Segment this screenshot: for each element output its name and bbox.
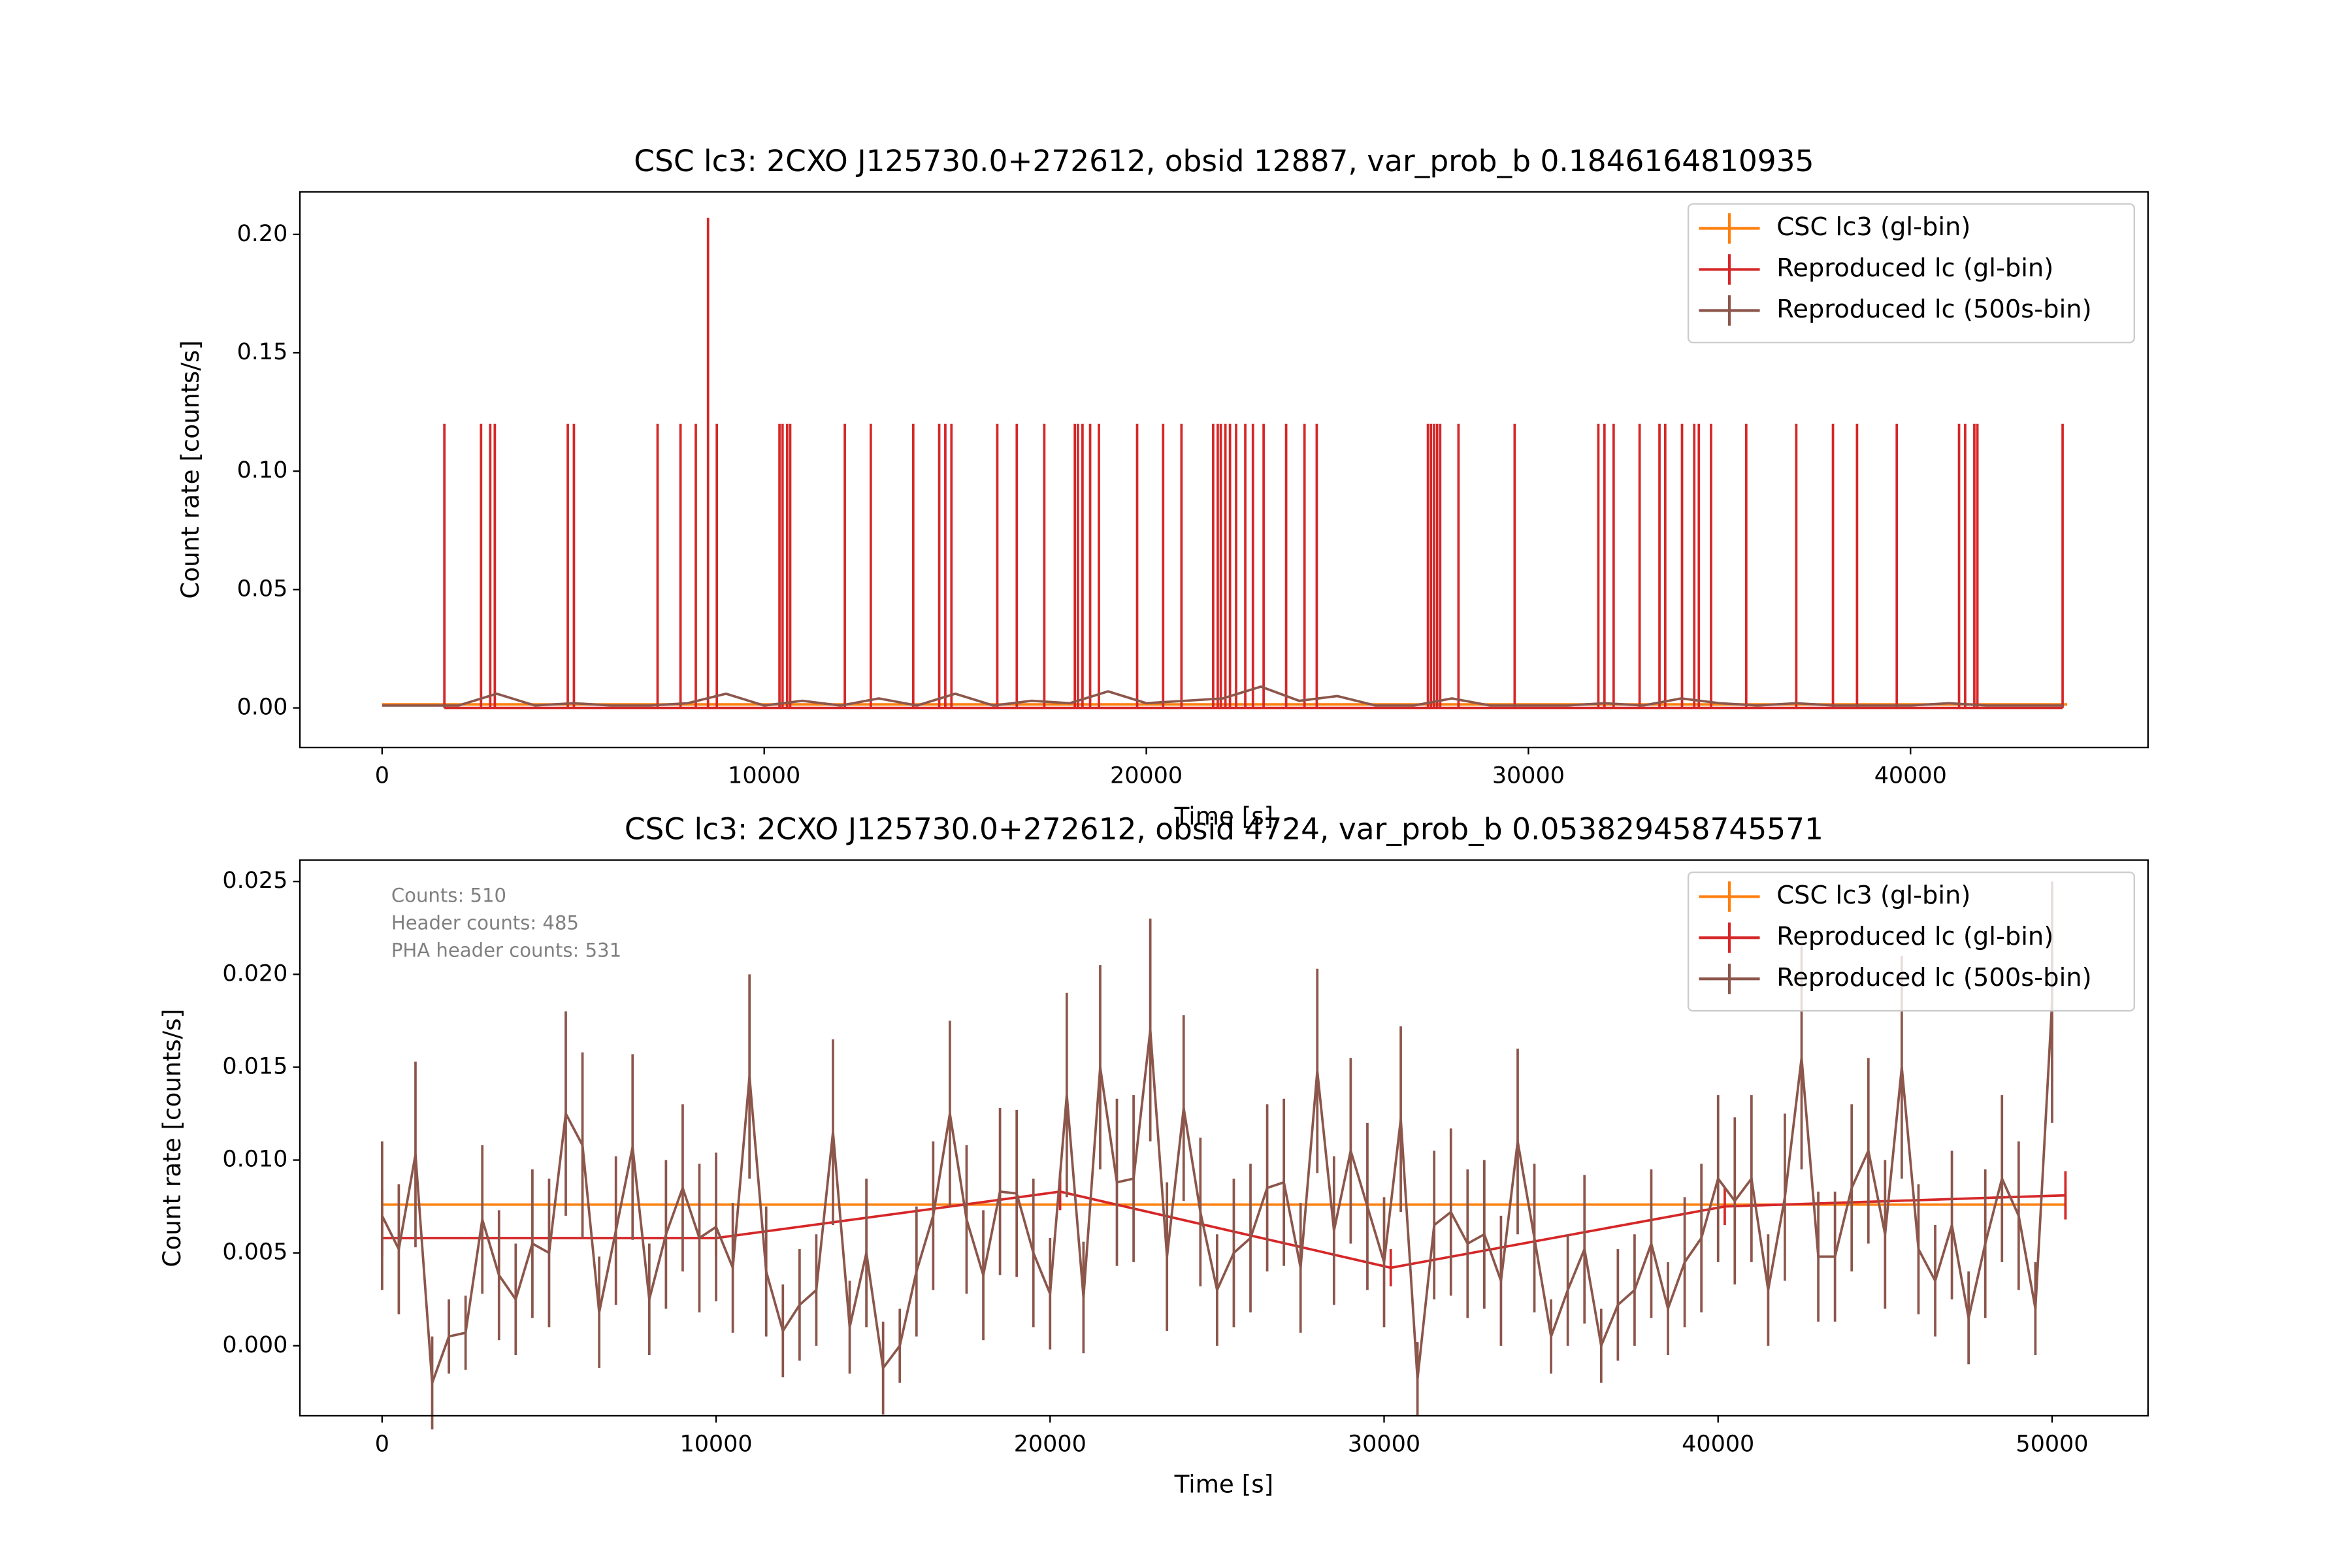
legend-box xyxy=(1687,871,2135,1012)
x-axis-label: Time [s] xyxy=(1174,1470,1274,1499)
x-tick-label: 20000 xyxy=(1110,762,1183,789)
legend-box xyxy=(1687,203,2135,344)
x-tick-label: 20000 xyxy=(1014,1431,1086,1457)
y-tick-label: 0.10 xyxy=(237,457,288,483)
legend-label: Reproduced lc (gl-bin) xyxy=(1776,253,2053,283)
annotation: Header counts: 485 xyxy=(391,911,579,934)
x-tick-label: 0 xyxy=(375,762,389,789)
plot-frame xyxy=(299,859,2149,1417)
y-tick-label: 0.015 xyxy=(222,1053,287,1079)
x-tick-label: 30000 xyxy=(1492,762,1565,789)
y-tick-label: 0.15 xyxy=(237,339,288,365)
y-tick-label: 0.20 xyxy=(237,221,288,247)
series-line xyxy=(382,1190,2066,1269)
y-tick-label: 0.025 xyxy=(222,868,287,894)
legend-label: Reproduced lc (gl-bin) xyxy=(1776,922,2053,951)
legend: CSC lc3 (gl-bin) Reproduced lc (gl-bin) Re… xyxy=(1687,203,2135,344)
y-tick-label: 0.00 xyxy=(237,694,288,721)
axes: 0 10000 20000 30000 40000 50000 0.000 0.005 0.01… xyxy=(222,859,2149,1457)
legend-label: CSC lc3 (gl-bin) xyxy=(1776,212,1970,242)
x-tick-label: 0 xyxy=(375,1431,389,1457)
y-tick-label: 0.05 xyxy=(237,576,288,602)
x-tick-label: 40000 xyxy=(1874,762,1947,789)
series-line xyxy=(382,685,2064,707)
annotation: PHA header counts: 531 xyxy=(391,939,621,961)
x-tick-label: 30000 xyxy=(1348,1431,1420,1457)
x-tick-label: 50000 xyxy=(2016,1431,2088,1457)
y-tick-label: 0.005 xyxy=(222,1239,287,1266)
chart-title: CSC lc3: 2CXO J125730.0+272612, obsid 47… xyxy=(625,812,1823,847)
legend-label: Reproduced lc (500s-bin) xyxy=(1776,295,2091,324)
x-axis-label: Time [s] xyxy=(1174,802,1274,830)
plot-frame xyxy=(299,191,2149,749)
y-axis-label: Count rate [counts/s] xyxy=(176,340,204,599)
y-tick-label: 0.020 xyxy=(222,960,287,987)
legend-label: CSC lc3 (gl-bin) xyxy=(1776,881,1970,910)
y-tick-label: 0.000 xyxy=(222,1332,287,1358)
y-tick-label: 0.010 xyxy=(222,1147,287,1173)
x-tick-label: 10000 xyxy=(679,1431,752,1457)
legend: CSC lc3 (gl-bin) Reproduced lc (gl-bin) Re… xyxy=(1687,871,2135,1012)
x-tick-label: 10000 xyxy=(728,762,800,789)
axes: 0 10000 20000 30000 40000 0.00 0.05 0.10 0.15 0.2… xyxy=(237,191,2149,789)
x-tick-label: 40000 xyxy=(1682,1431,1754,1457)
legend-label: Reproduced lc (500s-bin) xyxy=(1776,963,2091,992)
series-line xyxy=(381,1002,2053,1384)
annotation: Counts: 510 xyxy=(391,884,506,906)
y-axis-label: Count rate [counts/s] xyxy=(157,1009,186,1267)
chart-title: CSC lc3: 2CXO J125730.0+272612, obsid 12… xyxy=(634,144,1814,178)
